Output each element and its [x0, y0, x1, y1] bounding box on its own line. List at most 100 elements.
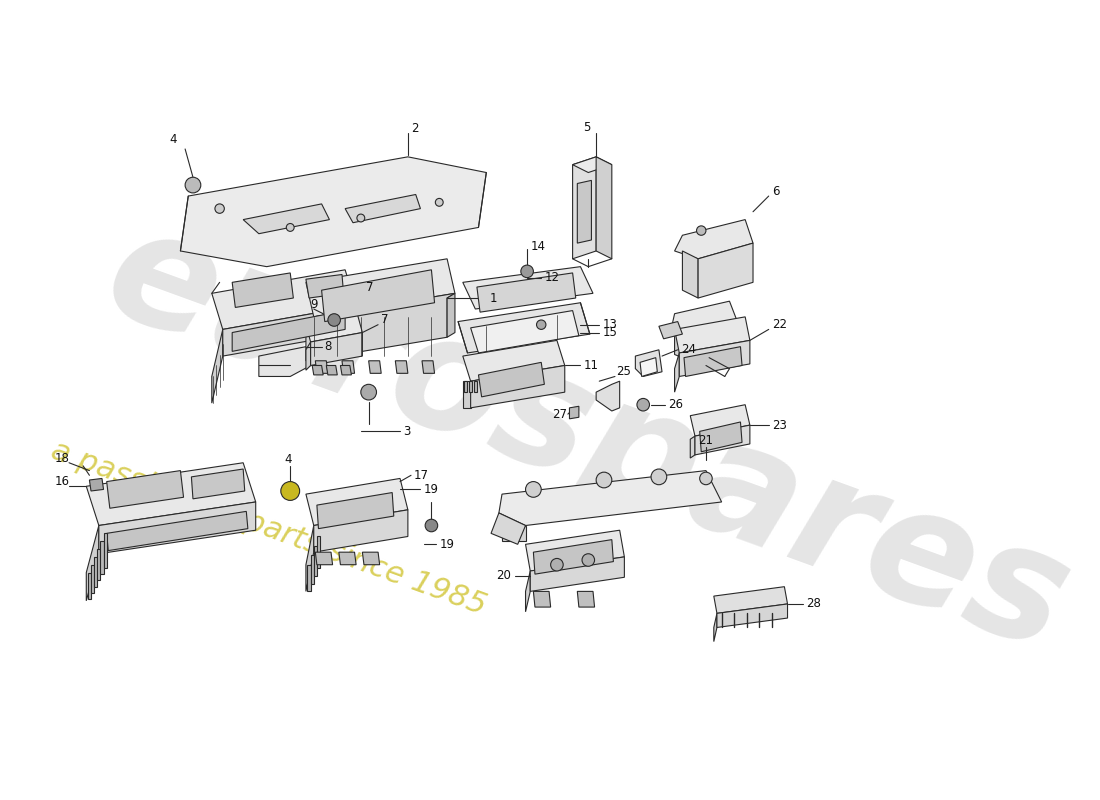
Polygon shape — [191, 469, 244, 499]
Text: 8: 8 — [324, 340, 332, 353]
Polygon shape — [534, 591, 551, 607]
Polygon shape — [458, 302, 590, 353]
Polygon shape — [103, 534, 107, 568]
Polygon shape — [306, 342, 310, 370]
Circle shape — [425, 519, 438, 532]
Polygon shape — [682, 251, 698, 298]
Polygon shape — [223, 306, 356, 356]
Polygon shape — [100, 541, 103, 574]
Polygon shape — [422, 361, 435, 374]
Text: 7: 7 — [365, 281, 373, 294]
Polygon shape — [469, 381, 472, 392]
Polygon shape — [674, 219, 754, 259]
Polygon shape — [345, 194, 420, 222]
Text: 21: 21 — [698, 434, 713, 447]
Polygon shape — [107, 470, 184, 508]
Polygon shape — [258, 346, 310, 377]
Text: 3: 3 — [404, 425, 410, 438]
Text: 15: 15 — [603, 326, 617, 339]
Circle shape — [537, 320, 546, 330]
Text: 28: 28 — [806, 598, 822, 610]
Text: 19: 19 — [424, 483, 439, 496]
Polygon shape — [314, 510, 408, 552]
Polygon shape — [306, 526, 313, 591]
Circle shape — [214, 204, 224, 214]
Circle shape — [328, 314, 340, 326]
Text: 20: 20 — [496, 570, 510, 582]
Circle shape — [700, 472, 712, 485]
Polygon shape — [674, 353, 680, 392]
Polygon shape — [316, 552, 332, 565]
Text: 1: 1 — [490, 291, 497, 305]
Polygon shape — [502, 526, 526, 541]
Polygon shape — [463, 381, 471, 408]
Circle shape — [526, 482, 541, 498]
Text: 4: 4 — [169, 133, 177, 146]
Polygon shape — [578, 180, 592, 243]
Polygon shape — [180, 157, 486, 266]
Circle shape — [436, 198, 443, 206]
Polygon shape — [95, 557, 97, 586]
Polygon shape — [691, 436, 695, 458]
Text: 26: 26 — [669, 398, 683, 411]
Polygon shape — [306, 478, 408, 526]
Circle shape — [361, 384, 376, 400]
Polygon shape — [395, 361, 408, 374]
Text: 18: 18 — [55, 451, 69, 465]
Polygon shape — [107, 511, 248, 550]
Circle shape — [520, 265, 534, 278]
Text: 12: 12 — [544, 271, 560, 284]
Polygon shape — [464, 381, 468, 392]
Circle shape — [651, 469, 667, 485]
Polygon shape — [570, 406, 579, 419]
Polygon shape — [526, 571, 530, 612]
Text: 13: 13 — [603, 318, 617, 331]
Polygon shape — [640, 358, 658, 377]
Polygon shape — [491, 513, 526, 544]
Text: 9: 9 — [310, 298, 318, 311]
Polygon shape — [310, 555, 314, 583]
Polygon shape — [97, 549, 100, 581]
Text: 25: 25 — [616, 366, 631, 378]
Polygon shape — [89, 478, 103, 491]
Polygon shape — [91, 565, 95, 593]
Circle shape — [582, 554, 595, 566]
Polygon shape — [636, 350, 662, 377]
Polygon shape — [463, 266, 593, 309]
Text: 19: 19 — [439, 538, 454, 551]
Polygon shape — [700, 422, 743, 452]
Text: 22: 22 — [772, 318, 786, 331]
Polygon shape — [243, 204, 329, 234]
Polygon shape — [317, 537, 320, 568]
Polygon shape — [671, 301, 737, 334]
Circle shape — [696, 226, 706, 235]
Polygon shape — [463, 340, 564, 381]
Polygon shape — [447, 294, 455, 338]
Polygon shape — [232, 273, 294, 307]
Polygon shape — [306, 259, 455, 317]
Polygon shape — [674, 328, 691, 361]
Text: eurospares: eurospares — [86, 194, 1089, 685]
Text: a passion for parts since 1985: a passion for parts since 1985 — [47, 436, 491, 621]
Circle shape — [286, 223, 294, 231]
Polygon shape — [306, 274, 343, 298]
Polygon shape — [471, 366, 564, 408]
Polygon shape — [573, 157, 612, 173]
Text: 7: 7 — [382, 314, 388, 326]
Polygon shape — [86, 526, 99, 601]
Polygon shape — [573, 157, 596, 259]
Polygon shape — [674, 317, 750, 353]
Polygon shape — [477, 273, 575, 312]
Polygon shape — [478, 362, 544, 397]
Polygon shape — [368, 361, 382, 374]
Polygon shape — [695, 425, 750, 455]
Polygon shape — [659, 322, 682, 339]
Polygon shape — [698, 243, 754, 298]
Text: 4: 4 — [284, 453, 292, 466]
Text: 23: 23 — [772, 418, 786, 432]
Text: 17: 17 — [415, 469, 429, 482]
Polygon shape — [530, 557, 625, 591]
Circle shape — [551, 558, 563, 571]
Polygon shape — [308, 565, 310, 591]
Polygon shape — [327, 366, 338, 375]
